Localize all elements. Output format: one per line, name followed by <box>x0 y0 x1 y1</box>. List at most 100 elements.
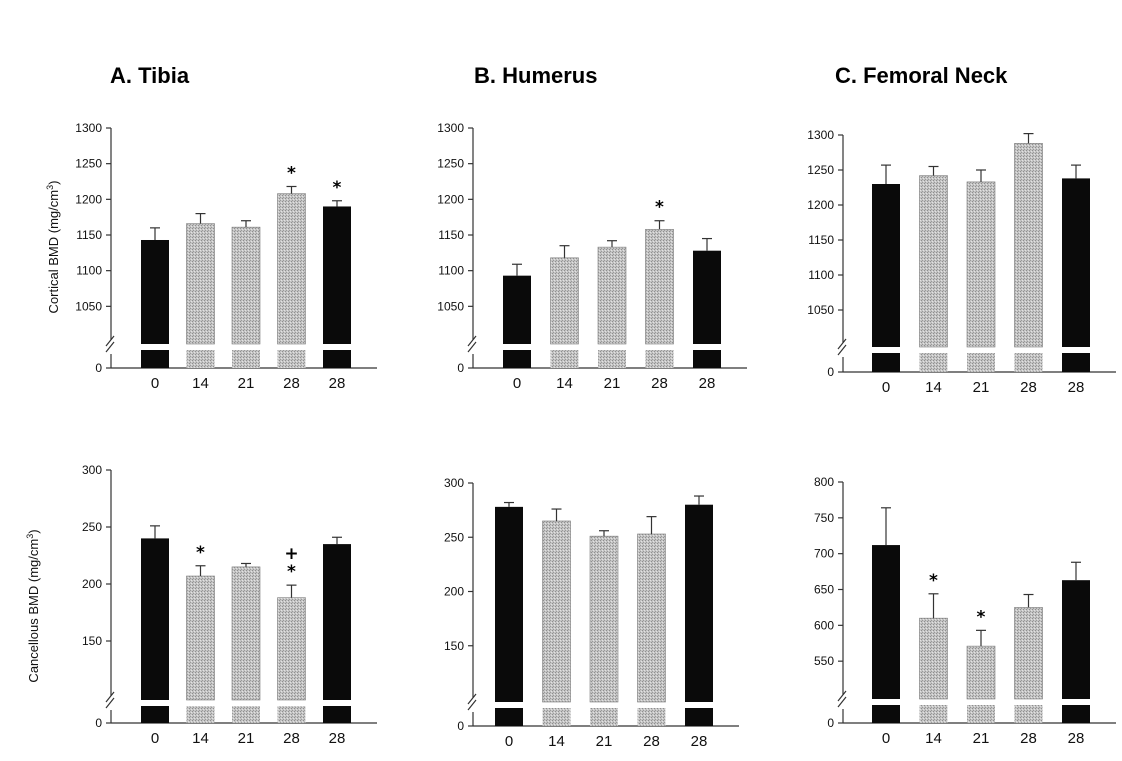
panel-title-femoral-neck: C. Femoral Neck <box>835 63 1008 88</box>
axis-break-mark <box>467 693 477 705</box>
y-tick-label: 0 <box>457 719 464 733</box>
y-tick-label: 1250 <box>75 157 102 171</box>
y-tick-label: 150 <box>444 639 464 653</box>
chart-2: 1050 1100 1150 1200 1250 1300 0 0 14 21 28 28 <box>807 128 1116 396</box>
axis-break-mark <box>467 341 477 353</box>
x-tick-label: 28 <box>691 733 708 750</box>
y-tick-label: 150 <box>82 634 102 648</box>
bar <box>872 545 900 699</box>
axis-break-mark <box>837 696 847 708</box>
bar <box>231 226 261 345</box>
bar <box>231 566 261 701</box>
bar <box>645 228 674 345</box>
bar-base <box>872 353 900 372</box>
bar-base <box>598 350 626 368</box>
significance-star: * <box>287 562 296 582</box>
y-tick-label: 0 <box>95 361 102 375</box>
bar-base <box>323 706 351 723</box>
y-tick-label: 1050 <box>75 299 102 313</box>
x-tick-label: 28 <box>329 375 346 392</box>
bar-base <box>685 708 713 726</box>
bar <box>186 223 215 345</box>
significance-star: * <box>333 178 342 198</box>
bar <box>919 617 948 700</box>
significance-plus: + <box>284 544 298 564</box>
x-tick-label: 0 <box>513 375 521 392</box>
axis-break-mark <box>105 341 115 353</box>
x-tick-label: 28 <box>651 375 668 392</box>
bar-base <box>186 350 215 368</box>
y-tick-label: 1250 <box>437 157 464 171</box>
bar-base <box>967 353 995 372</box>
axis-break-mark <box>105 335 115 347</box>
chart-5: 550 600 650 700 750 800 0 0 * 14 * 21 28 28 <box>814 475 1116 747</box>
bar <box>503 275 531 344</box>
bar <box>542 520 571 703</box>
y-tick-label: 0 <box>95 716 102 730</box>
x-tick-label: 0 <box>882 379 890 396</box>
y-tick-label: 300 <box>444 476 464 490</box>
y-tick-label: 250 <box>444 530 464 544</box>
y-tick-label: 1300 <box>75 121 102 135</box>
x-tick-label: 28 <box>643 733 660 750</box>
bar-base <box>141 350 169 368</box>
bar-base <box>693 350 721 368</box>
bar <box>919 175 948 348</box>
x-tick-label: 28 <box>699 375 716 392</box>
axis-break-mark <box>105 697 115 709</box>
bar-base <box>637 708 666 726</box>
bar-base <box>186 706 215 723</box>
y-tick-label: 1200 <box>437 192 464 206</box>
bar <box>1062 178 1090 347</box>
bar-base <box>1062 705 1090 723</box>
bar <box>685 504 713 702</box>
x-tick-label: 14 <box>556 375 573 392</box>
x-tick-label: 21 <box>973 730 990 747</box>
bar <box>1014 143 1043 348</box>
y-tick-label: 1250 <box>807 163 834 177</box>
panel-title-tibia: A. Tibia <box>110 63 190 88</box>
axis-break-mark <box>105 691 115 703</box>
bar <box>872 184 900 347</box>
bar-plots: 1050 1100 1150 1200 1250 1300 0 0 14 21 * 28 * 28 1050… <box>75 121 1116 750</box>
axis-break-mark <box>467 335 477 347</box>
y-axis-label-cancellous: Cancellous BMD (mg/cm3) <box>25 529 41 682</box>
bar <box>966 645 996 700</box>
y-tick-label: 650 <box>814 583 834 597</box>
y-tick-label: 0 <box>457 361 464 375</box>
x-tick-label: 14 <box>548 733 565 750</box>
bar <box>1014 607 1043 700</box>
chart-1: 1050 1100 1150 1200 1250 1300 0 0 14 21 * 28 28 <box>437 121 747 392</box>
bar <box>597 246 627 345</box>
y-tick-label: 800 <box>814 475 834 489</box>
bar-base <box>495 708 523 726</box>
y-tick-label: 1150 <box>808 233 834 247</box>
bar <box>141 239 169 344</box>
axis-break-mark <box>837 690 847 702</box>
y-tick-label: 1100 <box>438 264 464 278</box>
significance-star: * <box>977 607 986 627</box>
y-tick-label: 600 <box>814 618 834 632</box>
chart-4: 150 200 250 300 0 0 14 21 28 28 <box>444 476 739 750</box>
bar-base <box>645 350 674 368</box>
y-tick-label: 750 <box>814 511 834 525</box>
y-tick-label: 700 <box>814 547 834 561</box>
bar-base <box>919 705 948 723</box>
bar <box>277 193 306 345</box>
y-tick-label: 1050 <box>807 303 834 317</box>
bar-base <box>590 708 618 726</box>
chart-0: 1050 1100 1150 1200 1250 1300 0 0 14 21 * 28 * 28 <box>75 121 377 392</box>
y-tick-label: 1200 <box>75 192 102 206</box>
y-tick-label: 550 <box>814 654 834 668</box>
bar-base <box>141 706 169 723</box>
bar <box>966 181 996 348</box>
bar <box>323 206 351 344</box>
x-tick-label: 0 <box>151 375 159 392</box>
x-tick-label: 28 <box>283 730 300 747</box>
x-tick-label: 14 <box>192 730 209 747</box>
x-tick-label: 0 <box>882 730 890 747</box>
y-tick-label: 300 <box>82 463 102 477</box>
y-tick-label: 1300 <box>807 128 834 142</box>
